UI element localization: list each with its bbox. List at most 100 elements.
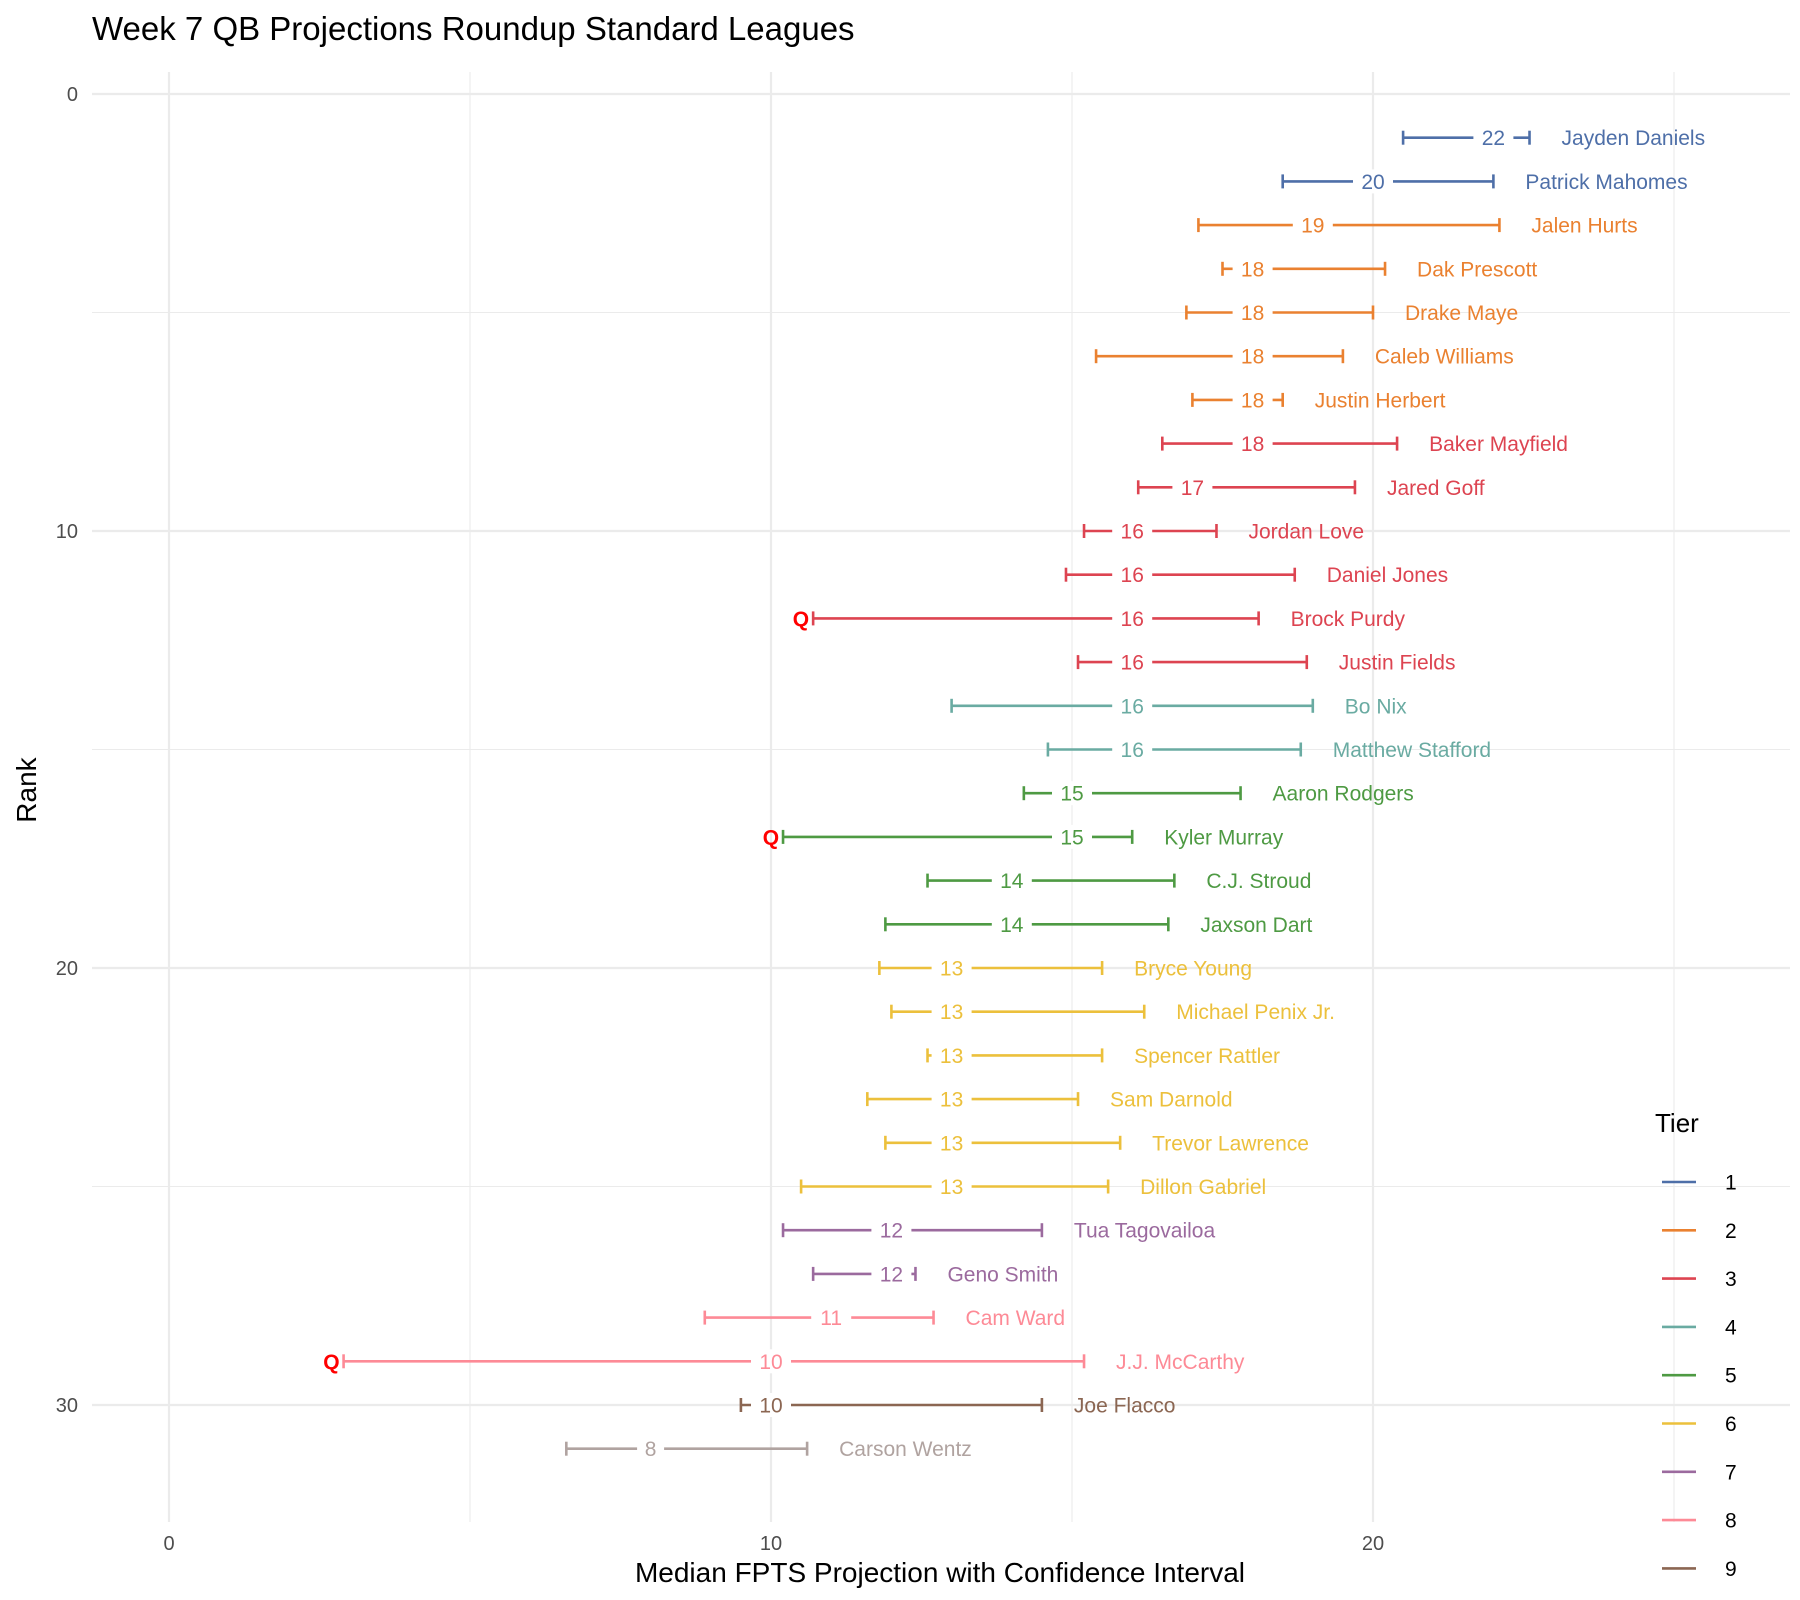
legend-entry: 4 [1662,1316,1737,1339]
questionable-marker: Q [793,608,809,631]
player-name-label: Jalen Hurts [1531,215,1637,238]
value-label-background [1112,737,1153,762]
value-label-background [1232,431,1273,456]
value-label-background [931,1087,972,1112]
value-label-background [1112,562,1153,587]
value-label: 14 [1000,870,1024,893]
value-label: 18 [1241,433,1264,456]
value-label: 13 [940,1176,963,1199]
player-name-label: Jayden Daniels [1562,127,1706,150]
player-name-label: Brock Purdy [1291,608,1406,631]
grid-lines [92,72,1790,1522]
error-bar [1046,742,1303,757]
value-label: 15 [1060,826,1083,849]
legend-entry: 3 [1662,1268,1737,1291]
error-bar [926,873,1176,888]
value-label: 16 [1121,739,1144,762]
player-name-label: Dak Prescott [1417,258,1537,281]
player-name-label: Drake Maye [1405,302,1518,325]
value-label: 15 [1060,783,1083,806]
value-label: 16 [1121,608,1144,631]
value-label-background [931,1130,972,1155]
questionable-marker: Q [323,1351,339,1374]
value-label: 22 [1482,127,1505,150]
legend-entry: 6 [1662,1413,1737,1436]
value-label-background [1112,693,1153,718]
player-name-label: Bo Nix [1345,695,1407,718]
value-label-background [1353,169,1393,194]
value-label-background [1112,519,1153,543]
value-label-background [1232,256,1273,281]
player-name-label: Tua Tagovailoa [1074,1220,1216,1243]
value-label: 13 [940,1089,963,1112]
error-bar [342,1354,1086,1369]
value-label: 12 [880,1220,903,1243]
value-label: 13 [940,1001,963,1024]
player-name-label: Jordan Love [1248,521,1364,544]
value-label-background [931,956,972,980]
y-axis-title: Rank [11,756,42,822]
value-label-background [811,1305,852,1330]
legend-title: Tier [1655,1108,1699,1138]
legend-entry: 1 [1662,1172,1737,1195]
value-label-background [751,1393,791,1417]
player-name-label: Patrick Mahomes [1525,171,1687,194]
value-label: 13 [940,1132,963,1155]
legend-label: 6 [1725,1413,1737,1436]
value-label-background [1232,300,1273,325]
value-label: 13 [940,958,963,981]
player-name-label: Trevor Lawrence [1152,1132,1309,1155]
error-bar [878,961,1104,975]
value-label: 8 [645,1438,657,1461]
value-label: 19 [1301,215,1324,238]
value-label: 18 [1241,389,1264,412]
error-bar [565,1441,809,1456]
x-tick-label: 10 [760,1533,782,1555]
player-name-label: Justin Herbert [1315,389,1446,412]
value-label: 16 [1121,652,1144,675]
legend-label: 8 [1725,1510,1737,1533]
error-bar [1094,349,1345,364]
value-label-background [1172,475,1213,500]
value-label: 18 [1241,302,1264,325]
value-label: 13 [940,1045,963,1068]
value-label-background [931,1174,972,1199]
player-name-label: Carson Wentz [839,1438,972,1461]
legend: Tier 12345678910 [1655,1108,1737,1581]
value-label-background [871,1218,912,1243]
player-name-label: Michael Penix Jr. [1176,1001,1335,1024]
value-label-background [991,868,1032,893]
error-bar [890,1004,1146,1019]
value-label: 10 [759,1395,782,1418]
player-name-label: Justin Fields [1339,652,1456,675]
data-labels: 22 Jayden Daniels 20 Patrick Mahomes 19 Jalen… [323,125,1706,1461]
player-name-label: Jaxson Dart [1200,914,1312,937]
chart-title: Week 7 QB Projections Roundup Standard L… [92,10,855,47]
legend-label: 2 [1725,1220,1737,1243]
player-name-label: Baker Mayfield [1429,433,1568,456]
value-label-background [931,999,972,1024]
error-bar [1161,436,1399,451]
value-label-background [1292,213,1333,238]
value-label-background [1052,781,1092,806]
player-name-label: Cam Ward [966,1307,1066,1330]
player-name-label: Matthew Stafford [1333,739,1491,762]
y-tick-label: 30 [56,1395,78,1417]
error-bar [1136,480,1357,495]
legend-label: 1 [1725,1172,1737,1195]
value-label: 17 [1181,477,1204,500]
error-bar [1064,567,1297,582]
value-label: 18 [1241,346,1264,369]
value-label-background [931,1043,972,1068]
legend-label: 9 [1725,1558,1737,1581]
player-name-label: Spencer Rattler [1134,1045,1280,1068]
error-bar [1185,305,1375,320]
error-bar [781,1223,1044,1238]
value-label: 20 [1361,171,1384,194]
player-name-label: Joe Flacco [1074,1395,1176,1418]
value-label-background [1052,824,1092,849]
value-label: 10 [759,1351,782,1374]
value-label: 16 [1121,695,1144,718]
value-label: 18 [1241,258,1264,281]
